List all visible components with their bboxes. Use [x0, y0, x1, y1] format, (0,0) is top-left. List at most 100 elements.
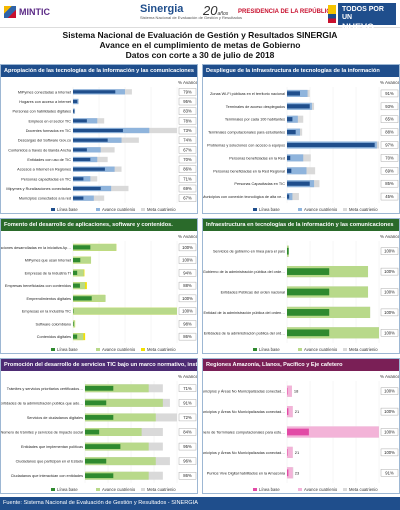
legend-label: Meta cuatrienio	[349, 487, 378, 492]
pct-box	[178, 155, 197, 164]
bar-linea-base	[73, 334, 78, 339]
bar-linea-base	[73, 109, 75, 113]
panel-servicios-tic: Promoción del desarrollo de servicios TI…	[0, 358, 198, 494]
pct-box	[178, 256, 197, 264]
pct-box	[178, 399, 197, 407]
legend-swatch	[51, 488, 55, 491]
data-label: 18	[294, 389, 299, 394]
sinergia-logo-text: Sinergia	[140, 3, 184, 15]
panel-apropiacion: Apropiación de las tecnologías de la inf…	[0, 64, 198, 214]
legend-swatch	[298, 488, 302, 491]
chart-infraestructura-tic: % Avance Servicios de gobierno en línea p…	[203, 234, 399, 352]
bar-avance	[73, 333, 84, 341]
category-label: Hogares con acceso a Internet	[19, 100, 72, 104]
pct-box	[380, 141, 399, 149]
pct-box	[178, 97, 197, 106]
bar-linea-base	[73, 296, 92, 301]
bar-avance	[287, 154, 304, 162]
bar-linea-base	[287, 104, 310, 109]
legend-swatch	[343, 348, 347, 351]
pct-box	[178, 184, 197, 193]
category-label: Empresas beneficiadas con contenidos	[5, 284, 71, 288]
category-label: Empleos en el sector TIC	[28, 119, 71, 123]
category-label: Personas beneficiadas en la Red Regional	[213, 169, 285, 173]
pct-value: 93%	[385, 104, 394, 109]
bar-avance	[73, 256, 92, 264]
legend-swatch	[141, 348, 145, 351]
bar-linea-base	[85, 415, 114, 420]
bar-linea-base	[287, 142, 375, 148]
pct-box	[178, 457, 197, 465]
legend-swatch	[96, 208, 100, 211]
category-label: Accesos a Internet en Regiones	[17, 168, 71, 172]
pct-value: 88%	[183, 283, 192, 288]
pct-value: 100%	[384, 249, 395, 254]
bar-linea-base	[85, 429, 100, 435]
legend-swatch	[253, 208, 257, 211]
bar-linea-base	[287, 288, 330, 296]
pct-box	[380, 448, 399, 457]
pct-value: 95%	[183, 99, 192, 104]
pct-value: 72%	[183, 415, 192, 420]
bar-linea-base	[73, 99, 78, 104]
legend-label: Meta cuatrienio	[147, 487, 176, 492]
bar-linea-base	[73, 321, 74, 326]
panel-aplicaciones: Fomento del desarrollo de aplicaciones, …	[0, 218, 198, 354]
pct-header: % Avance	[380, 80, 400, 85]
legend-label: Meta cuatrienio	[147, 347, 176, 352]
pct-header: % Avance	[178, 234, 198, 239]
pct-box	[178, 136, 197, 144]
category-label: Municipios conectados a la red	[19, 197, 71, 201]
data-label: 21	[295, 450, 300, 455]
pct-value: 73%	[183, 128, 192, 133]
panel-heading: Fomento del desarrollo de aplicaciones, …	[1, 219, 197, 231]
pct-header: % Avance	[178, 374, 198, 379]
pct-box	[178, 281, 197, 290]
bar-avance	[73, 269, 84, 277]
category-label: Municipios con conexión tecnológica de a…	[203, 195, 285, 199]
pct-box	[178, 332, 197, 341]
bar-linea-base	[73, 283, 80, 288]
bar-linea-base	[85, 444, 121, 449]
bar-avance	[73, 243, 117, 251]
category-label: Mipymes y Ruralizaciones conectadas	[6, 187, 71, 191]
category-label: Servicios de gobierno en línea para el p…	[213, 250, 285, 254]
chart-apropiacion: % Avance MiPymes conectadas a Internet 79%…	[6, 80, 197, 212]
pct-box	[380, 329, 399, 337]
pct-value: 100%	[182, 245, 193, 250]
legend-swatch	[141, 208, 145, 211]
legend-label: Meta cuatrienio	[147, 207, 176, 212]
pct-value: 71%	[183, 176, 192, 181]
bar-linea-base	[287, 168, 292, 173]
legend-label: Avance cuatrienio	[102, 207, 136, 212]
pct-value: 97%	[385, 143, 394, 148]
anniversary-number: 20	[203, 3, 218, 18]
pct-box	[178, 472, 197, 480]
legend-label: Línea base	[259, 347, 280, 352]
legend-swatch	[51, 208, 55, 211]
legend-label: Meta cuatrienio	[349, 347, 378, 352]
bar-linea-base	[73, 128, 123, 133]
pct-box	[178, 107, 197, 115]
pct-value: 91%	[183, 400, 192, 405]
legend-swatch	[51, 348, 55, 351]
mintic-logo-text: MINTIC	[19, 7, 50, 17]
pct-value: 78%	[183, 118, 192, 123]
category-label: Ciudadanos que participan en el Estado	[16, 460, 83, 464]
pct-value: 88%	[385, 130, 394, 135]
panel-regiones: Regiones Amazonía, Llanos, Pacífico y Ej…	[202, 358, 400, 494]
legend-swatch	[343, 488, 347, 491]
pct-value: 96%	[183, 459, 192, 464]
pct-box	[380, 428, 399, 436]
bar-linea-base	[73, 138, 108, 142]
pct-box	[380, 115, 399, 123]
bar-avance	[287, 426, 379, 438]
category-label: Aplicaciones desarrolladas en la iniciat…	[1, 246, 71, 250]
bar-avance	[73, 320, 76, 328]
bar-linea-base	[287, 428, 309, 436]
category-label: Terminales por cada 100 habitantes	[225, 118, 285, 122]
sinergia-logo-subtext: Sistema Nacional de Evaluación de Gestió…	[140, 15, 243, 20]
bar-avance	[287, 115, 298, 123]
pct-box	[178, 269, 197, 277]
pct-value: 100%	[182, 296, 193, 301]
